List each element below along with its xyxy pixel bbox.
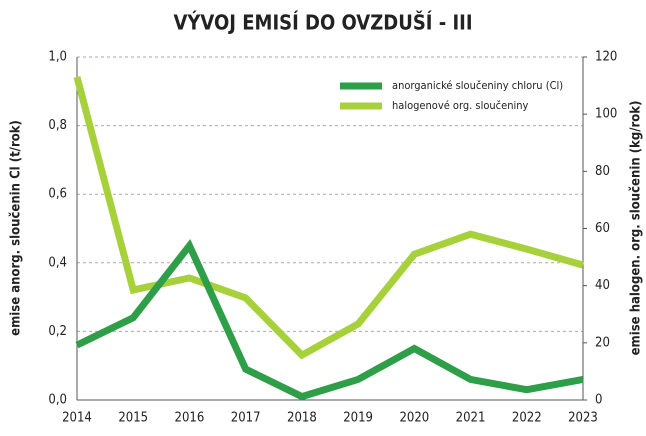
series-line (75, 238, 584, 401)
y2-tick-label: 40 (595, 278, 610, 293)
y2-tick-label: 20 (595, 335, 610, 350)
x-tick-label: 2023 (568, 411, 598, 426)
y2-tick-label: 120 (595, 50, 617, 65)
x-tick-label: 2016 (175, 411, 205, 426)
x-tick-label: 2019 (343, 411, 373, 426)
y2-tick-label: 0 (595, 393, 602, 408)
x-tick-label: 2020 (399, 411, 429, 426)
x-tick-label: 2015 (118, 411, 148, 426)
y-axis-label: emise anorg. sloučenin Cl (t/rok) (9, 120, 24, 336)
y-tick-label: 0,2 (48, 324, 67, 339)
chart-title: VÝVOJ EMISÍ DO OVZDUŠÍ - III (173, 11, 472, 35)
y-tick-label: 0,0 (48, 393, 67, 408)
y2-tick-label: 60 (595, 221, 610, 236)
series-line (73, 76, 584, 360)
x-tick-label: 2021 (456, 411, 486, 426)
y2-tick-label: 80 (595, 164, 610, 179)
y-tick-label: 0,4 (48, 255, 67, 270)
x-tick-label: 2014 (62, 411, 92, 426)
y2-axis-label: emise halogen. org. sloučenin (kg/rok) (629, 101, 644, 356)
x-tick-label: 2018 (287, 411, 317, 426)
y-tick-label: 1,0 (48, 50, 67, 65)
y-tick-label: 0,6 (48, 187, 67, 202)
legend-label: anorganické sloučeniny chloru (Cl) (392, 79, 563, 92)
y-tick-label: 0,8 (48, 118, 67, 133)
x-tick-label: 2017 (231, 411, 261, 426)
x-tick-label: 2022 (512, 411, 542, 426)
y2-tick-label: 100 (595, 107, 617, 122)
legend-label: halogenové org. sloučeniny (392, 99, 528, 112)
